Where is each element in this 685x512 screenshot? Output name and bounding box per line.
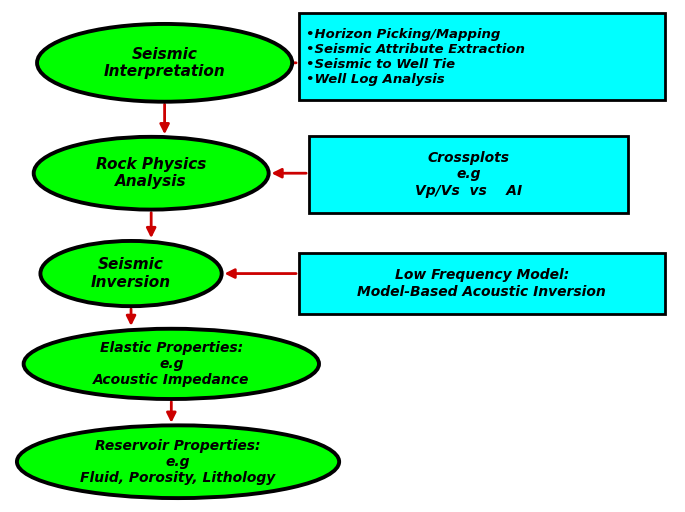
Text: Reservoir Properties:
e.g
Fluid, Porosity, Lithology: Reservoir Properties: e.g Fluid, Porosit…: [80, 438, 275, 485]
Ellipse shape: [37, 24, 292, 102]
Text: Crossplots
e.g
Vp/Vs  vs    AI: Crossplots e.g Vp/Vs vs AI: [415, 151, 522, 198]
FancyBboxPatch shape: [309, 136, 627, 214]
Text: •Horizon Picking/Mapping
•Seismic Attribute Extraction
•Seismic to Well Tie
•Wel: •Horizon Picking/Mapping •Seismic Attrib…: [306, 28, 525, 86]
Text: Elastic Properties:
e.g
Acoustic Impedance: Elastic Properties: e.g Acoustic Impedan…: [93, 340, 249, 387]
FancyBboxPatch shape: [299, 13, 664, 100]
Text: Seismic
Interpretation: Seismic Interpretation: [103, 47, 225, 79]
Ellipse shape: [23, 329, 319, 399]
Ellipse shape: [40, 241, 222, 306]
Text: Low Frequency Model:
Model-Based Acoustic Inversion: Low Frequency Model: Model-Based Acousti…: [358, 268, 606, 298]
Text: Rock Physics
Analysis: Rock Physics Analysis: [96, 157, 206, 189]
Ellipse shape: [34, 137, 269, 209]
Text: Seismic
Inversion: Seismic Inversion: [91, 258, 171, 290]
FancyBboxPatch shape: [299, 253, 664, 314]
Ellipse shape: [17, 425, 339, 498]
